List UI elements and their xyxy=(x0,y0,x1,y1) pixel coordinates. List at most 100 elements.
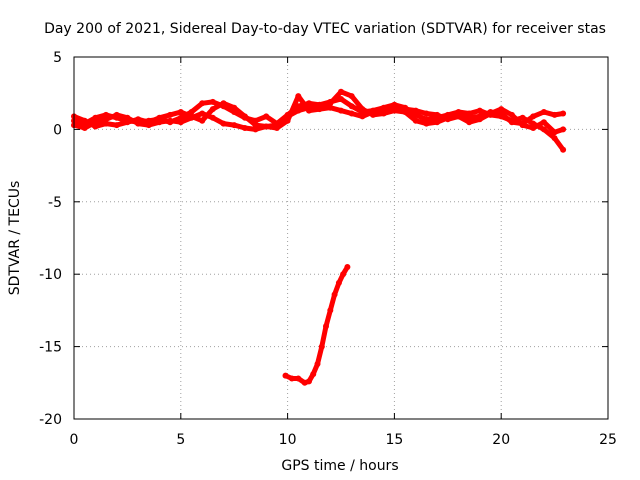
x-tick-label: 5 xyxy=(176,432,185,448)
data-point xyxy=(540,109,547,115)
y-tick-labels: 5 0 -5 -10 -15 -20 xyxy=(39,50,62,428)
data-point xyxy=(199,117,206,124)
data-point xyxy=(338,107,344,114)
data-point xyxy=(466,119,473,126)
data-point xyxy=(487,110,494,117)
data-point xyxy=(209,98,216,105)
data-point xyxy=(551,129,558,136)
data-point xyxy=(282,372,289,379)
x-tick-label: 20 xyxy=(492,432,510,448)
data-point xyxy=(288,375,295,382)
data-point xyxy=(273,125,280,131)
data-point xyxy=(423,110,430,117)
data-point xyxy=(519,122,526,129)
data-point xyxy=(167,111,174,118)
x-tick-label: 0 xyxy=(70,432,79,448)
data-point xyxy=(103,116,109,123)
data-point xyxy=(314,361,321,367)
data-point xyxy=(508,119,515,126)
data-point xyxy=(476,107,483,114)
data-point xyxy=(434,119,441,126)
data-point xyxy=(519,114,526,121)
data-point xyxy=(530,113,537,120)
x-tick-label: 25 xyxy=(599,432,617,448)
data-point xyxy=(199,100,206,107)
data-point xyxy=(135,120,142,127)
data-point xyxy=(434,111,441,118)
data-point xyxy=(327,307,334,314)
data-point xyxy=(220,120,227,127)
data-point xyxy=(241,113,248,120)
data-point xyxy=(316,106,323,113)
data-point xyxy=(560,146,567,153)
data-point xyxy=(338,88,344,95)
data-point xyxy=(156,119,163,126)
data-point xyxy=(380,106,387,113)
x-tick-label: 10 xyxy=(279,432,297,448)
data-point xyxy=(348,103,355,110)
data-point xyxy=(241,125,248,131)
axis-ticks xyxy=(73,56,609,420)
x-tick-labels: 0 5 10 15 20 25 xyxy=(70,432,617,448)
data-point xyxy=(252,126,259,133)
data-point xyxy=(263,123,270,130)
data-point xyxy=(124,114,131,121)
data-point xyxy=(331,291,338,298)
data-point xyxy=(145,122,152,129)
data-point xyxy=(359,106,366,113)
data-point xyxy=(551,111,558,118)
data-point xyxy=(188,114,195,121)
chart-title: Day 200 of 2021, Sidereal Day-to-day VTE… xyxy=(44,21,606,37)
data-point xyxy=(327,104,334,111)
x-tick-label: 15 xyxy=(385,432,403,448)
data-point xyxy=(476,116,483,123)
data-point xyxy=(560,110,567,117)
data-point xyxy=(295,93,302,100)
data-point xyxy=(560,126,567,133)
plot-frame xyxy=(73,56,609,420)
data-point xyxy=(306,107,312,114)
y-axis-title: SDTVAR / TECUs xyxy=(7,181,23,296)
y-tick-label: -5 xyxy=(48,195,62,211)
data-point xyxy=(81,125,88,131)
data-point xyxy=(359,113,366,120)
data-point xyxy=(508,111,515,118)
data-point xyxy=(338,96,344,102)
data-point xyxy=(391,103,398,110)
data-point xyxy=(177,119,184,126)
data-point xyxy=(327,100,334,107)
data-point xyxy=(209,106,216,113)
data-point xyxy=(113,122,120,129)
data-point xyxy=(412,117,419,124)
y-tick-label: -10 xyxy=(39,267,62,283)
data-point xyxy=(423,120,430,127)
data-point xyxy=(551,135,558,142)
data-point xyxy=(209,114,216,121)
data-point xyxy=(530,125,537,131)
data-point xyxy=(540,119,547,126)
data-point xyxy=(335,279,342,286)
data-point xyxy=(340,271,347,278)
data-point xyxy=(156,114,163,121)
data-point xyxy=(81,117,88,124)
x-axis-title: GPS time / hours xyxy=(281,458,398,474)
data-point xyxy=(177,109,184,115)
data-point xyxy=(167,117,174,124)
data-point xyxy=(231,122,238,129)
y-tick-label: 5 xyxy=(53,50,62,66)
data-point xyxy=(318,343,325,350)
data-point xyxy=(306,378,312,385)
data-point xyxy=(402,106,409,113)
data-point xyxy=(263,113,270,120)
data-point xyxy=(92,119,99,126)
data-point xyxy=(199,110,206,117)
data-point xyxy=(540,126,547,133)
data-point xyxy=(498,106,505,113)
data-point xyxy=(113,111,120,118)
data-point xyxy=(284,117,291,124)
data-point xyxy=(323,323,329,330)
data-point xyxy=(231,104,238,111)
y-tick-label: 0 xyxy=(53,122,62,138)
data-point xyxy=(348,93,355,100)
